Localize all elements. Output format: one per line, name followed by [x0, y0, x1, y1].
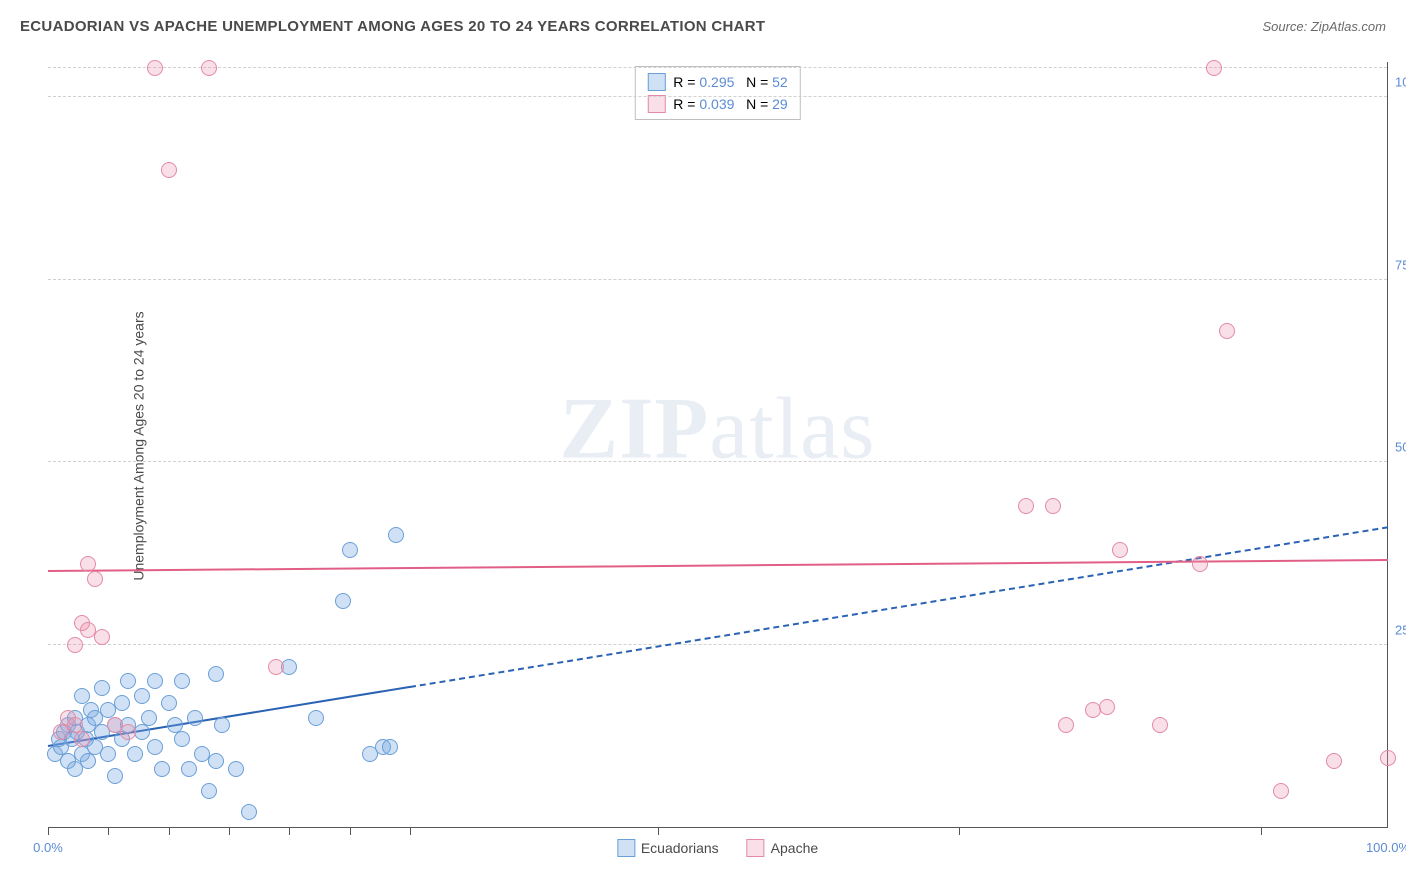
- data-point: [1326, 753, 1342, 769]
- chart-title: ECUADORIAN VS APACHE UNEMPLOYMENT AMONG …: [20, 18, 765, 35]
- source-label: Source: ZipAtlas.com: [1262, 19, 1386, 34]
- data-point: [147, 60, 163, 76]
- x-tick: [229, 827, 230, 835]
- x-tick: [289, 827, 290, 835]
- data-point: [114, 695, 130, 711]
- y-tick-label: 25.0%: [1395, 622, 1406, 637]
- data-point: [67, 717, 83, 733]
- data-point: [388, 527, 404, 543]
- data-point: [342, 542, 358, 558]
- data-point: [181, 761, 197, 777]
- data-point: [74, 731, 90, 747]
- data-point: [174, 673, 190, 689]
- gridline: [48, 67, 1387, 68]
- data-point: [80, 753, 96, 769]
- data-point: [174, 731, 190, 747]
- data-point: [154, 761, 170, 777]
- legend-swatch: [647, 95, 665, 113]
- x-tick: [108, 827, 109, 835]
- data-point: [1192, 556, 1208, 572]
- data-point: [67, 637, 83, 653]
- data-point: [1206, 60, 1222, 76]
- x-tick: [48, 827, 49, 835]
- data-point: [1219, 323, 1235, 339]
- data-point: [201, 783, 217, 799]
- data-point: [214, 717, 230, 733]
- data-point: [1058, 717, 1074, 733]
- legend-stats: R = 0.295 N = 52 R = 0.039 N = 29: [634, 66, 800, 120]
- x-tick: [959, 827, 960, 835]
- data-point: [335, 593, 351, 609]
- x-tick-label: 100.0%: [1366, 840, 1406, 855]
- data-point: [167, 717, 183, 733]
- legend-item: Apache: [747, 839, 818, 857]
- x-tick: [410, 827, 411, 835]
- watermark: ZIPatlas: [560, 379, 876, 480]
- data-point: [120, 673, 136, 689]
- data-point: [187, 710, 203, 726]
- data-point: [120, 724, 136, 740]
- legend-stat-row: R = 0.295 N = 52: [647, 71, 787, 93]
- data-point: [147, 673, 163, 689]
- legend-stat-text: R = 0.295 N = 52: [673, 71, 787, 93]
- data-point: [141, 710, 157, 726]
- data-point: [208, 753, 224, 769]
- data-point: [1099, 699, 1115, 715]
- x-tick-label: 0.0%: [33, 840, 63, 855]
- data-point: [268, 659, 284, 675]
- gridline: [48, 461, 1387, 462]
- y-tick-label: 50.0%: [1395, 440, 1406, 455]
- plot-area: ZIPatlas R = 0.295 N = 52 R = 0.039 N = …: [48, 62, 1388, 828]
- gridline: [48, 644, 1387, 645]
- legend-label: Apache: [771, 840, 818, 856]
- gridline: [48, 279, 1387, 280]
- data-point: [74, 688, 90, 704]
- data-point: [147, 739, 163, 755]
- x-tick: [350, 827, 351, 835]
- gridline: [48, 96, 1387, 97]
- data-point: [1273, 783, 1289, 799]
- data-point: [1380, 750, 1396, 766]
- data-point: [161, 695, 177, 711]
- legend-label: Ecuadorians: [641, 840, 719, 856]
- data-point: [201, 60, 217, 76]
- legend-swatch: [617, 839, 635, 857]
- data-point: [208, 666, 224, 682]
- data-point: [107, 768, 123, 784]
- data-point: [87, 571, 103, 587]
- data-point: [1045, 498, 1061, 514]
- legend-swatch: [747, 839, 765, 857]
- data-point: [127, 746, 143, 762]
- data-point: [308, 710, 324, 726]
- data-point: [94, 680, 110, 696]
- data-point: [94, 629, 110, 645]
- data-point: [80, 556, 96, 572]
- legend-swatch: [647, 73, 665, 91]
- legend-series: Ecuadorians Apache: [617, 839, 818, 857]
- trend-line: [48, 559, 1388, 572]
- y-tick-label: 100.0%: [1395, 75, 1406, 90]
- data-point: [382, 739, 398, 755]
- data-point: [161, 162, 177, 178]
- y-tick-label: 75.0%: [1395, 257, 1406, 272]
- x-tick: [169, 827, 170, 835]
- data-point: [100, 746, 116, 762]
- x-tick: [658, 827, 659, 835]
- data-point: [241, 804, 257, 820]
- trend-line-extrap: [410, 526, 1389, 688]
- data-point: [228, 761, 244, 777]
- x-tick: [1261, 827, 1262, 835]
- data-point: [134, 688, 150, 704]
- legend-item: Ecuadorians: [617, 839, 719, 857]
- data-point: [1112, 542, 1128, 558]
- data-point: [1018, 498, 1034, 514]
- data-point: [1152, 717, 1168, 733]
